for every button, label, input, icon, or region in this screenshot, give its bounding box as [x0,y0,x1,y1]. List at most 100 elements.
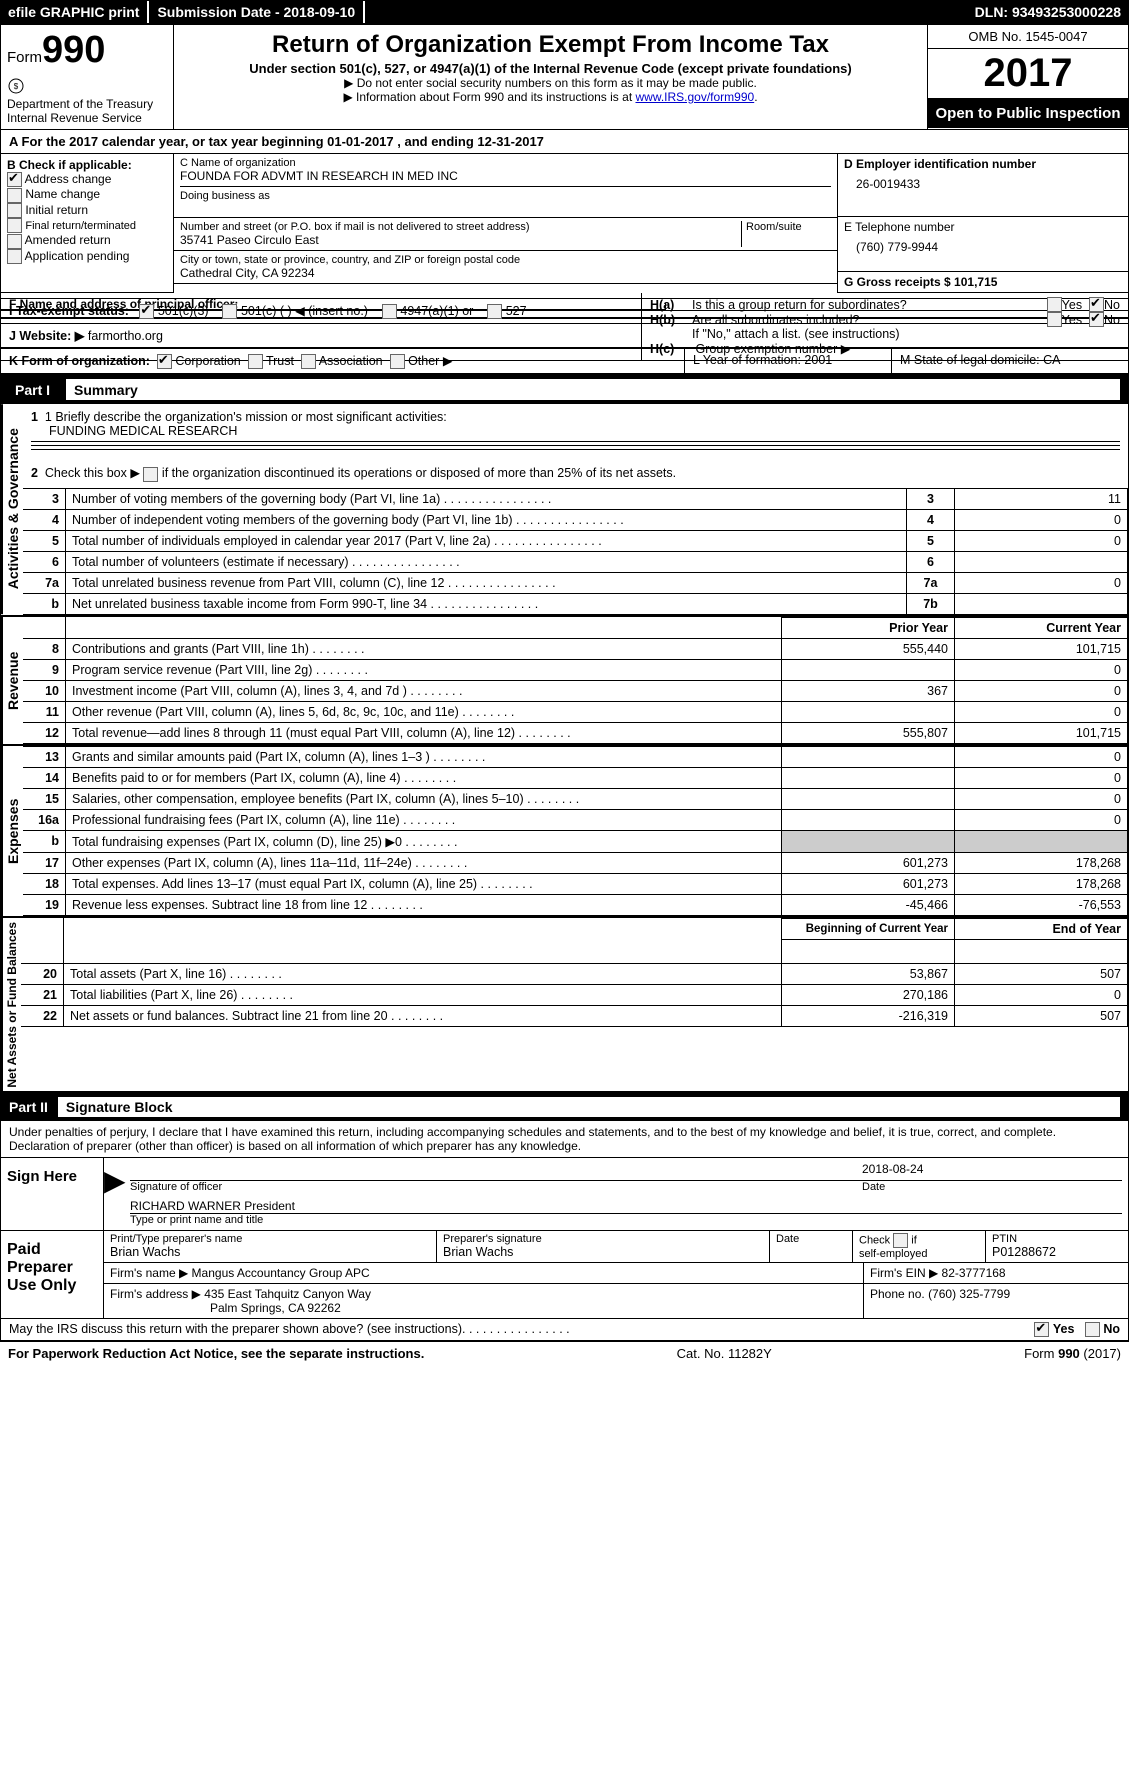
line-lbl: 7b [907,593,955,614]
section-revenue: Revenue Prior Year Current Year 8Contrib… [0,617,1129,746]
website-value: farmortho.org [88,329,163,343]
cb-other[interactable] [390,354,405,369]
line-desc: Total expenses. Add lines 13–17 (must eq… [66,873,782,894]
cb-assoc[interactable] [301,354,316,369]
line-desc: Total revenue—add lines 8 through 11 (mu… [66,722,782,743]
cb-501c[interactable] [222,304,237,319]
discuss-yes[interactable] [1034,1322,1049,1337]
discuss-no[interactable] [1085,1322,1100,1337]
opt-assoc: Association [319,354,383,368]
current-val: 0 [955,767,1128,788]
line-num: 20 [21,964,64,985]
opt-other: Other ▶ [408,354,452,368]
cb-final-return-label: Final return/terminated [25,220,136,232]
hb-yes[interactable] [1047,312,1062,327]
cb-amended[interactable] [7,234,22,249]
cb-final-return[interactable] [7,218,22,233]
cb-self-employed[interactable] [893,1233,908,1248]
discuss-row: May the IRS discuss this return with the… [0,1319,1129,1342]
box-i-row: I Tax-exempt status: 501(c)(3) 501(c) ( … [1,298,1128,324]
efile-segment: efile GRAPHIC print [0,1,149,23]
prior-val: 555,807 [782,722,955,743]
line-num: 16a [23,809,66,830]
cb-corp[interactable] [157,354,172,369]
line-desc: Benefits paid to or for members (Part IX… [66,767,782,788]
box-j-label: J Website: ▶ [9,329,84,343]
box-m: M State of legal domicile: CA [892,349,1128,373]
line-desc: Program service revenue (Part VIII, line… [66,659,782,680]
line-num: 13 [23,746,66,767]
ein-value: 26-0019433 [844,171,1122,191]
opt-corp: Corporation [175,354,240,368]
section-netassets: Net Assets or Fund Balances Beginning of… [0,918,1129,1094]
cb-address-change[interactable] [7,172,22,187]
sign-here-label: Sign Here [1,1158,104,1230]
prior-val: 555,440 [782,638,955,659]
box-b-label: B Check if applicable: [7,158,167,172]
signature-block: Under penalties of perjury, I declare th… [0,1121,1129,1319]
line-desc: Total unrelated business revenue from Pa… [66,572,907,593]
line-lbl: 7a [907,572,955,593]
line-lbl: 5 [907,530,955,551]
current-val: 0 [955,659,1128,680]
hb-no[interactable] [1089,312,1104,327]
prior-val: 270,186 [782,985,955,1006]
line-lbl: 4 [907,509,955,530]
form-label: Form [7,49,42,66]
line-desc: Salaries, other compensation, employee b… [66,788,782,809]
line-num: 10 [23,680,66,701]
line-num: 4 [23,509,66,530]
cb-initial-return[interactable] [7,203,22,218]
cb-app-pending[interactable] [7,249,22,264]
irs-label: Internal Revenue Service [7,111,167,125]
line-desc: Other revenue (Part VIII, column (A), li… [66,701,782,722]
line-desc: Total assets (Part X, line 16) [64,964,782,985]
cb-name-change[interactable] [7,188,22,203]
line-desc: Total number of volunteers (estimate if … [66,551,907,572]
phone-label: E Telephone number [844,220,1122,234]
ssn-note: ▶ Do not enter social security numbers o… [184,76,917,90]
section-expenses: Expenses 13Grants and similar amounts pa… [0,746,1129,918]
current-val: 0 [955,701,1128,722]
officer-name: RICHARD WARNER President [130,1199,1122,1214]
ha-yes[interactable] [1047,297,1062,312]
firm-phone-label: Phone no. [870,1287,925,1301]
cb-discontinued[interactable] [143,467,158,482]
cb-4947[interactable] [382,304,397,319]
prep-sig: Brian Wachs [443,1245,763,1259]
col-end: End of Year [955,918,1128,939]
right-boxes: D Employer identification number 26-0019… [837,154,1128,293]
tax-year: 2017 [928,49,1128,99]
irs-link[interactable]: www.IRS.gov/form990 [635,90,754,104]
box-j: J Website: ▶ farmortho.org [1,324,1128,347]
vlabel-revenue: Revenue [1,617,23,744]
col-current: Current Year [955,617,1128,638]
prior-val [782,701,955,722]
cb-527[interactable] [487,304,502,319]
line-val [955,551,1128,572]
current-val: 101,715 [955,638,1128,659]
org-name-label: C Name of organization [180,157,831,169]
part2-title: Signature Block [58,1097,1120,1117]
sig-date-label: Date [862,1181,1122,1193]
form-number-block: Form990 [7,29,167,72]
line-desc: Contributions and grants (Part VIII, lin… [66,638,782,659]
box-b: B Check if applicable: Address change Na… [1,154,174,293]
form-subtitle: Under section 501(c), 527, or 4947(a)(1)… [184,61,917,76]
room-label: Room/suite [746,221,831,233]
dln-segment: DLN: 93493253000228 [967,1,1129,23]
cb-trust[interactable] [248,354,263,369]
discuss-text: May the IRS discuss this return with the… [9,1322,462,1337]
ptin-label: PTIN [992,1233,1122,1245]
current-val: 0 [955,985,1128,1006]
cb-501c3[interactable] [139,304,154,319]
sign-arrow-icon: ▶ [104,1158,124,1230]
city-label: City or town, state or province, country… [180,254,831,266]
sig-date-value: 2018-08-24 [862,1162,1122,1181]
line-num: 6 [23,551,66,572]
name-title-label: Type or print name and title [130,1214,1122,1226]
line-desc: Net unrelated business taxable income fr… [66,593,907,614]
section-governance: Activities & Governance 1 1 Briefly desc… [0,404,1129,616]
line-num: 19 [23,894,66,915]
org-name: FOUNDA FOR ADVMT IN RESEARCH IN MED INC [180,169,831,183]
